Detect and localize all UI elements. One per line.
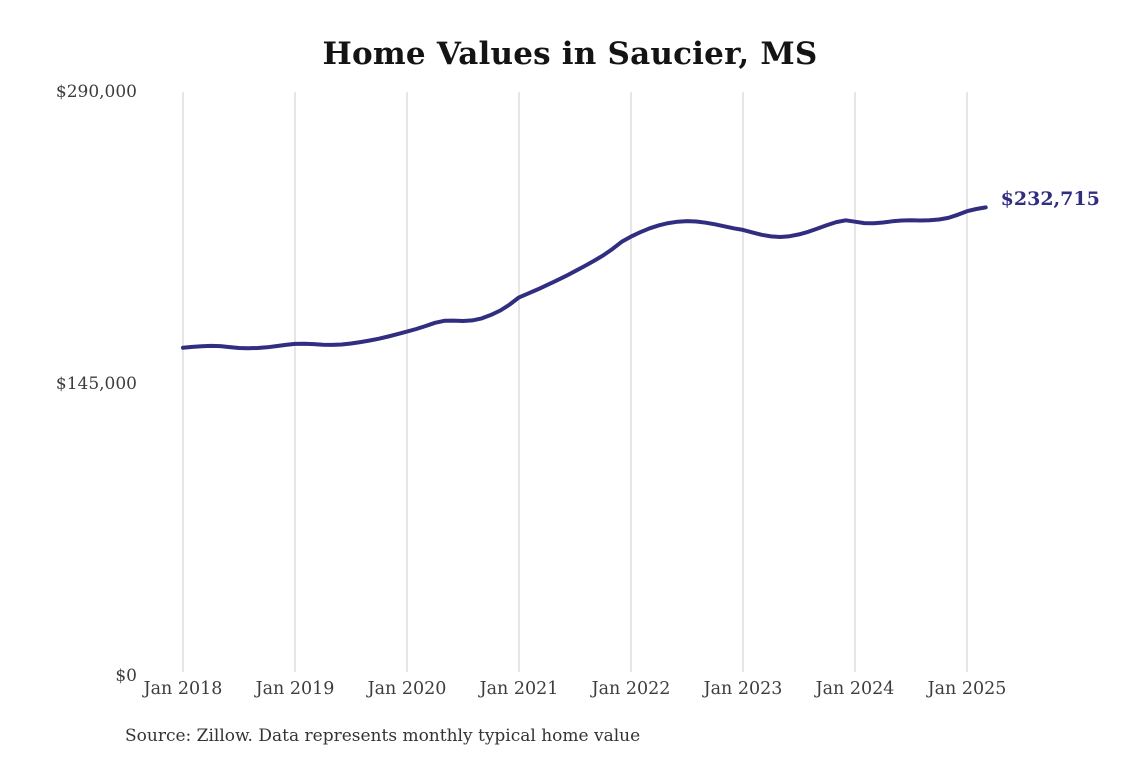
x-tick-label: Jan 2022 xyxy=(591,679,671,699)
x-tick-label: Jan 2018 xyxy=(143,679,223,699)
chart-title: Home Values in Saucier, MS xyxy=(322,36,818,72)
y-tick-label: $0 xyxy=(115,666,137,686)
x-tick-label: Jan 2025 xyxy=(927,679,1007,699)
x-tick-label: Jan 2023 xyxy=(703,679,783,699)
y-tick-label: $145,000 xyxy=(55,374,137,394)
y-tick-label: $290,000 xyxy=(55,82,137,102)
x-tick-label: Jan 2024 xyxy=(815,679,895,699)
home-value-line xyxy=(181,205,988,351)
x-tick-label: Jan 2021 xyxy=(479,679,559,699)
x-tick-label: Jan 2020 xyxy=(367,679,447,699)
end-value-label: $232,715 xyxy=(1000,188,1100,211)
x-tick-label: Jan 2019 xyxy=(255,679,335,699)
source-note: Source: Zillow. Data represents monthly … xyxy=(125,726,641,746)
